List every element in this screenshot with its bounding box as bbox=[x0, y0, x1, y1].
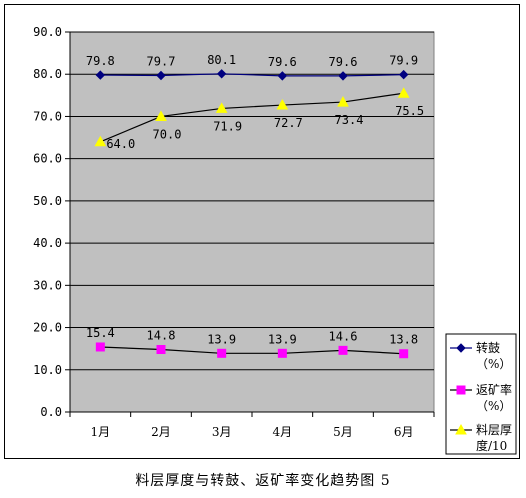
data-label: 79.6 bbox=[268, 55, 297, 69]
data-label: 64.0 bbox=[106, 137, 135, 151]
x-tick-label: 1月 bbox=[91, 425, 111, 439]
data-label: 71.9 bbox=[213, 119, 242, 133]
y-tick-label: 80.0 bbox=[33, 67, 62, 81]
y-tick-label: 70.0 bbox=[33, 109, 62, 123]
data-point bbox=[95, 342, 105, 352]
data-point bbox=[95, 70, 106, 80]
data-point bbox=[338, 345, 348, 355]
data-label: 80.1 bbox=[207, 53, 236, 67]
data-point bbox=[216, 69, 227, 79]
data-label: 13.8 bbox=[389, 333, 418, 347]
data-label: 79.6 bbox=[329, 55, 358, 69]
legend-label: 转鼓 bbox=[476, 340, 500, 355]
data-point bbox=[399, 349, 409, 359]
data-point bbox=[156, 345, 166, 355]
data-label: 73.4 bbox=[335, 113, 364, 127]
data-point bbox=[277, 71, 288, 81]
x-tick-label: 2月 bbox=[151, 425, 171, 439]
series-line bbox=[100, 73, 404, 77]
series-line bbox=[100, 92, 404, 143]
data-point bbox=[156, 70, 166, 81]
data-label: 79.8 bbox=[86, 54, 115, 68]
x-tick-label: 5月 bbox=[333, 425, 353, 439]
data-label: 15.4 bbox=[86, 326, 115, 340]
x-tick-label: 6月 bbox=[394, 425, 414, 439]
legend-label: 返矿率 bbox=[476, 382, 512, 397]
y-tick-label: 50.0 bbox=[33, 194, 62, 208]
data-point bbox=[217, 348, 227, 358]
y-tick-label: 30.0 bbox=[33, 278, 62, 292]
chart-caption: 料层厚度与转鼓、返矿率变化趋势图 5 bbox=[135, 473, 391, 489]
data-label: 13.9 bbox=[268, 332, 297, 346]
data-label: 13.9 bbox=[207, 332, 236, 346]
data-point bbox=[94, 135, 107, 147]
data-point bbox=[397, 87, 410, 98]
y-tick-label: 10.0 bbox=[33, 363, 62, 377]
legend-marker bbox=[455, 423, 467, 435]
data-point bbox=[155, 110, 167, 121]
y-tick-label: 40.0 bbox=[33, 236, 62, 250]
data-label: 79.7 bbox=[147, 54, 176, 68]
x-tick-label: 3月 bbox=[212, 425, 232, 439]
legend-label: （%） bbox=[476, 399, 511, 413]
data-point bbox=[215, 102, 228, 113]
legend-marker bbox=[456, 385, 466, 395]
data-label: 70.0 bbox=[153, 127, 182, 141]
plot-area bbox=[69, 31, 435, 413]
y-tick-label: 60.0 bbox=[33, 152, 62, 166]
y-tick-label: 0.0 bbox=[40, 405, 62, 419]
data-point bbox=[338, 71, 348, 81]
data-label: 79.9 bbox=[389, 54, 418, 68]
line-chart: 0.0 10.0 20.0 30.0 40.0 50.0 60.0 70.0 80.0 90.0 1… bbox=[33, 25, 517, 455]
legend-label: （%） bbox=[476, 357, 511, 371]
y-tick-label: 20.0 bbox=[33, 321, 62, 335]
data-label: 14.8 bbox=[147, 329, 176, 343]
data-label: 14.6 bbox=[329, 329, 358, 343]
legend-label: 料层厚 bbox=[476, 423, 512, 437]
legend-marker bbox=[456, 343, 466, 353]
data-label: 72.7 bbox=[274, 116, 303, 130]
legend-label: 度/10 bbox=[476, 438, 507, 453]
data-label: 75.5 bbox=[395, 104, 424, 118]
x-tick-label: 4月 bbox=[273, 425, 293, 439]
data-point bbox=[277, 348, 287, 358]
data-point bbox=[276, 99, 289, 110]
data-point bbox=[398, 69, 409, 80]
data-point bbox=[337, 96, 349, 107]
series-line bbox=[100, 346, 404, 355]
y-tick-label: 90.0 bbox=[33, 25, 62, 39]
